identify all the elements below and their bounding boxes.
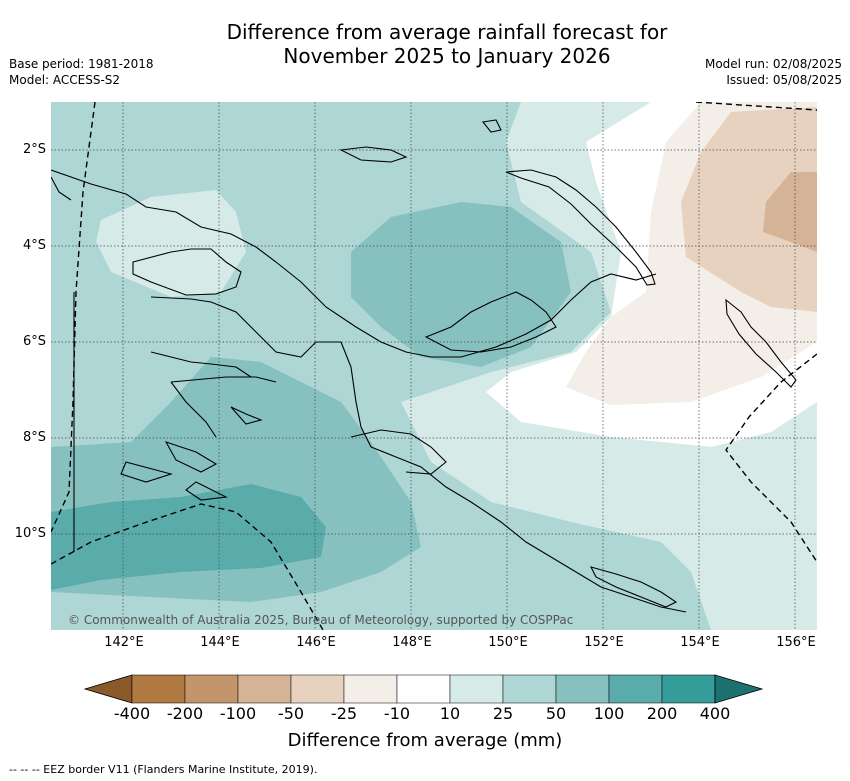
- fill-minus25-50: [681, 107, 817, 312]
- base-period-text: Base period: 1981-2018: [9, 57, 154, 71]
- cb-tick-label: 50: [545, 704, 567, 723]
- lon-tick-156: 156°E: [776, 635, 816, 650]
- issued-text: Issued: 05/08/2025: [726, 73, 842, 87]
- colorbar-segment: [502, 674, 557, 704]
- cb-tick-label: 400: [699, 704, 731, 723]
- colorbar-segment: [290, 674, 345, 704]
- lon-tick-154: 154°E: [680, 635, 720, 650]
- colorbar-segment: [184, 674, 239, 704]
- lat-tick-8s: 8°S: [22, 430, 46, 445]
- lon-tick-144: 144°E: [200, 635, 240, 650]
- cb-tick-label: -10: [383, 704, 411, 723]
- copyright-text: © Commonwealth of Australia 2025, Bureau…: [68, 613, 574, 627]
- colorbar-segment: [131, 674, 186, 704]
- cb-tick-label: 10: [439, 704, 461, 723]
- lon-tick-150: 150°E: [488, 635, 528, 650]
- colorbar-segment: [237, 674, 292, 704]
- lon-tick-152: 152°E: [584, 635, 624, 650]
- meta-left: Base period: 1981-2018 Model: ACCESS-S2: [9, 56, 154, 88]
- rainfall-map: [51, 102, 817, 630]
- cb-tick-label: 200: [646, 704, 678, 723]
- cb-tick-label: -25: [330, 704, 358, 723]
- cb-tick-label: -200: [166, 704, 204, 723]
- lon-tick-146: 146°E: [296, 635, 336, 650]
- colorbar-extend-high: [714, 674, 764, 704]
- fill-minus50-100: [763, 172, 817, 252]
- colorbar-label: Difference from average (mm): [287, 730, 563, 751]
- eez-footnote: -- -- -- EEZ border V11 (Flanders Marine…: [9, 763, 318, 776]
- graticule: [51, 102, 817, 630]
- colorbar-segment: [555, 674, 610, 704]
- cb-tick-label: 25: [492, 704, 514, 723]
- cb-tick-label: -400: [113, 704, 151, 723]
- title-line-2: November 2025 to January 2026: [283, 44, 611, 68]
- cb-tick-label: -100: [219, 704, 257, 723]
- lat-tick-4s: 4°S: [22, 238, 46, 253]
- fill-100-200: [51, 484, 326, 590]
- title-line-1: Difference from average rainfall forecas…: [226, 20, 668, 44]
- colorbar-segment: [343, 674, 398, 704]
- meta-right: Model run: 02/08/2025 Issued: 05/08/2025: [705, 56, 842, 88]
- colorbar-segment: [396, 674, 451, 704]
- model-run-text: Model run: 02/08/2025: [704, 57, 842, 71]
- lon-tick-148: 148°E: [392, 635, 432, 650]
- colorbar-segment: [661, 674, 716, 704]
- colorbar-segment: [608, 674, 663, 704]
- lat-tick-2s: 2°S: [22, 142, 46, 157]
- model-text: Model: ACCESS-S2: [9, 73, 121, 87]
- colorbar-extend-low: [83, 674, 133, 704]
- map-title: Difference from average rainfall forecas…: [150, 20, 744, 68]
- fill-50-100-central: [351, 202, 571, 367]
- lat-tick-10s: 10°S: [14, 526, 46, 541]
- cb-tick-label: 100: [593, 704, 625, 723]
- cb-tick-label: -50: [277, 704, 305, 723]
- coastlines: [51, 119, 797, 613]
- lon-tick-142: 142°E: [104, 635, 144, 650]
- colorbar: [83, 674, 764, 704]
- colorbar-segment: [449, 674, 504, 704]
- lat-tick-6s: 6°S: [22, 334, 46, 349]
- eez-borders: [51, 102, 817, 630]
